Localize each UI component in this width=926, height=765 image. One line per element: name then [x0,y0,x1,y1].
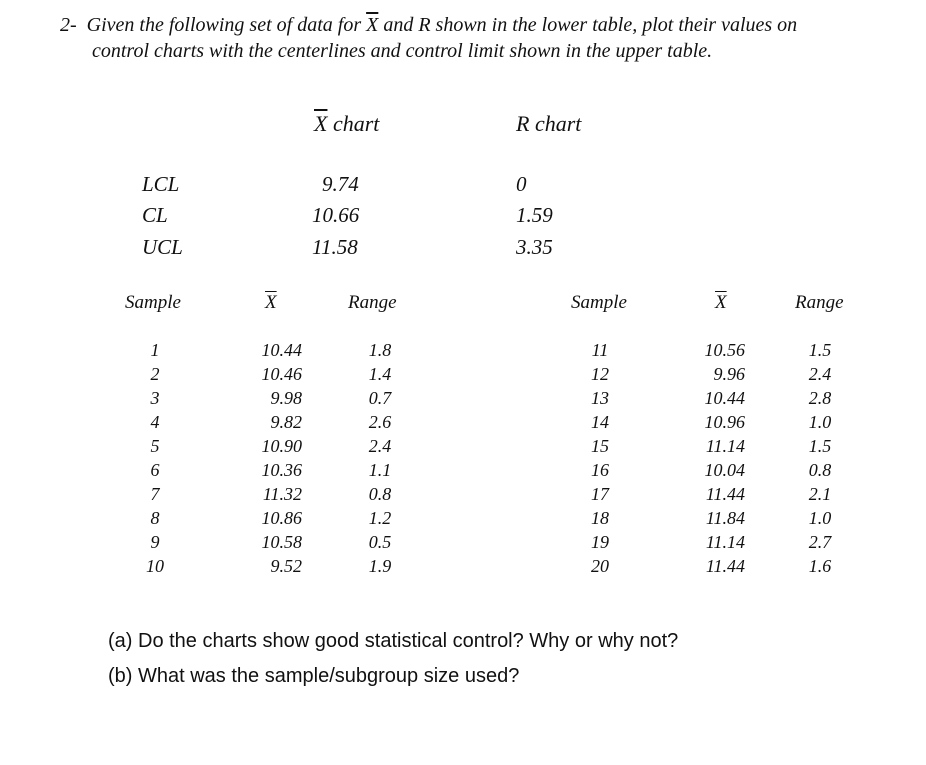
limit-r: 1.59 [516,203,553,227]
table-cell: 3 [150,388,160,408]
xbar-symbol: X [366,14,379,36]
problem-number: 2- [60,14,77,36]
table-cell: 2.8 [808,388,832,408]
table-cell: 10.58 [261,532,303,552]
table-cell: 19 [591,532,609,552]
problem-statement: 2- Given the following set of data for X… [60,14,798,36]
header-xbar-2: X [715,292,727,313]
header-sample-2: Sample [571,292,627,313]
table-cell: 0.7 [368,388,392,408]
table-cell: 5 [150,436,160,456]
table-cell: 0.8 [368,484,392,504]
limit-xbar: 9.74 [322,172,359,196]
table-cell: 8 [150,508,160,528]
table-cell: 11.14 [705,436,745,456]
table-cell: 10.44 [261,340,303,360]
table-cell: 4 [150,412,160,432]
table-cell: 1.5 [808,436,832,456]
table-cell: 9.82 [270,412,303,432]
right-range-column: 1.5 2.4 2.8 1.0 1.5 0.8 2.1 1.0 2.7 1.6 [795,338,845,578]
table-cell: 9.98 [270,388,303,408]
problem-statement-line2: control charts with the centerlines and … [92,40,713,62]
limit-r: 0 [516,172,527,196]
limit-xbar: 11.58 [312,235,358,259]
table-cell: 1.5 [808,340,832,360]
table-cell: 1 [150,340,160,360]
table-cell: 2.4 [368,436,392,456]
right-sample-column: 11 12 13 14 15 16 17 18 19 20 [570,338,630,578]
table-cell: 1.4 [368,364,392,384]
table-cell: 18 [591,508,609,528]
limit-label: LCL [142,172,180,196]
limit-r: 3.35 [516,235,553,259]
table-cell: 14 [591,412,609,432]
table-cell: 1.0 [808,508,832,528]
table-cell: 13 [591,388,609,408]
table-cell: 10.44 [704,388,746,408]
table-cell: 6 [150,460,160,480]
table-cell: 1.6 [808,556,832,576]
table-cell: 2.7 [808,532,832,552]
table-cell: 2.4 [808,364,832,384]
table-cell: 9.52 [270,556,303,576]
header-range: Range [348,292,397,313]
table-cell: 9.96 [713,364,746,384]
table-cell: 10.04 [704,460,746,480]
table-cell: 12 [591,364,609,384]
table-cell: 1.1 [368,460,392,480]
xbar-chart-header: X chart [314,111,380,136]
table-cell: 10.36 [261,460,303,480]
table-cell: 10.56 [704,340,746,360]
left-xbar-column: 10.44 10.46 9.98 9.82 10.90 10.36 11.32 10.86 10… [230,338,303,578]
table-cell: 11.84 [705,508,745,528]
header-sample: Sample [125,292,181,313]
table-cell: 11.32 [262,484,302,504]
header-xbar: X [265,292,277,313]
table-cell: 2 [150,364,160,384]
table-cell: 0.5 [368,532,392,552]
right-xbar-column: 10.56 9.96 10.44 10.96 11.14 10.04 11.44 11.84 1… [673,338,746,578]
table-cell: 11.44 [705,484,745,504]
limit-label: UCL [142,235,183,259]
limit-label: CL [142,203,168,227]
table-cell: 2.6 [368,412,392,432]
r-chart-header: R chart [516,111,582,136]
table-cell: 20 [591,556,609,576]
table-cell: 9 [150,532,160,552]
table-cell: 11.14 [705,532,745,552]
table-cell: 16 [591,460,609,480]
table-cell: 10.86 [261,508,303,528]
table-cell: 15 [591,436,609,456]
table-cell: 10 [146,556,164,576]
limit-xbar: 10.66 [312,203,360,227]
left-sample-column: 1 2 3 4 5 6 7 8 9 10 [125,338,185,578]
header-range-2: Range [795,292,844,313]
table-cell: 1.2 [368,508,392,528]
table-cell: 10.96 [704,412,746,432]
table-cell: 1.8 [368,340,392,360]
table-cell: 17 [591,484,609,504]
table-cell: 0.8 [808,460,832,480]
left-range-column: 1.8 1.4 0.7 2.6 2.4 1.1 0.8 1.2 0.5 1.9 [355,338,405,578]
table-cell: 11.44 [705,556,745,576]
table-cell: 11 [591,340,609,360]
table-cell: 10.90 [261,436,303,456]
table-cell: 1.0 [808,412,832,432]
table-cell: 2.1 [808,484,832,504]
table-cell: 7 [150,484,160,504]
question-a: (a) Do the charts show good statistical … [108,630,679,652]
table-cell: 10.46 [261,364,303,384]
table-cell: 1.9 [368,556,392,576]
question-b: (b) What was the sample/subgroup size us… [108,665,520,687]
